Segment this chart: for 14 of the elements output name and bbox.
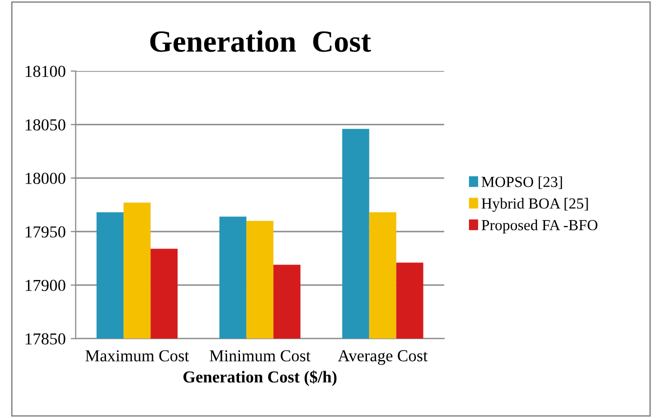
y-tick-label: 18000	[26, 172, 66, 184]
y-tick-label: 17850	[26, 333, 66, 345]
legend-label: Hybrid BOA [25]	[482, 198, 588, 212]
x-axis-title: Generation Cost ($/h)	[183, 370, 336, 386]
y-tick-label: 18100	[26, 66, 66, 78]
y-tick-label: 18050	[26, 119, 66, 131]
y-tick-label: 17900	[26, 280, 66, 292]
x-tick-label: Minimum Cost	[210, 350, 311, 362]
x-tick-label: Maximum Cost	[85, 350, 190, 362]
chart-title: Generation Cost	[150, 30, 371, 52]
legend-label: Proposed FA -BFO	[482, 220, 598, 234]
legend-label: MOPSO [23]	[482, 176, 562, 189]
y-tick-label: 17950	[26, 226, 66, 238]
x-tick-label: Average Cost	[338, 350, 428, 365]
